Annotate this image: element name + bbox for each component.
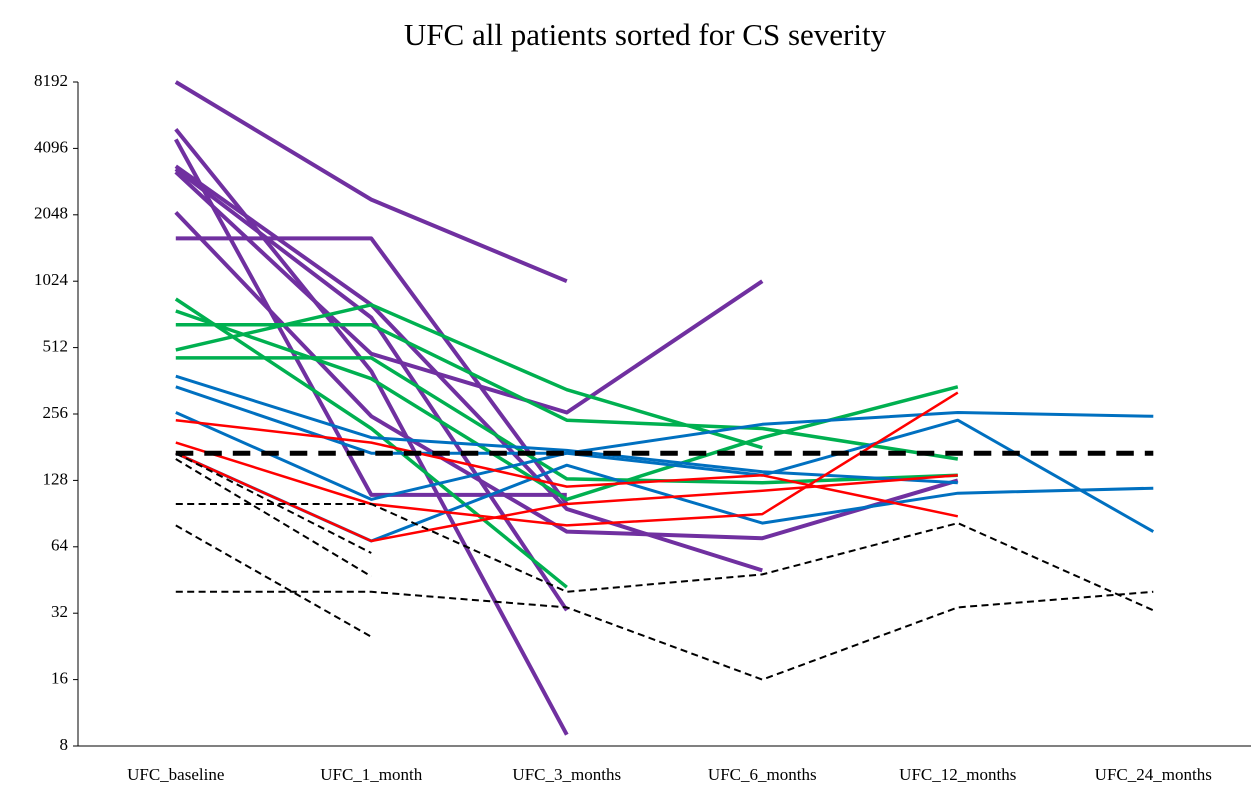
y-tick-label: 16	[51, 669, 68, 688]
series-line	[175, 452, 372, 554]
y-tick-label: 2048	[34, 204, 68, 223]
series-line	[174, 297, 568, 589]
series-line	[175, 458, 372, 578]
series-line	[175, 322, 959, 461]
series-line	[175, 418, 959, 518]
series-line	[174, 128, 569, 736]
x-tick-label: UFC_3_months	[512, 765, 621, 784]
y-tick-label: 512	[43, 337, 69, 356]
series-line	[175, 385, 1154, 455]
series-line	[175, 309, 959, 502]
y-tick-label: 8	[60, 735, 69, 754]
y-tick-label: 128	[43, 469, 69, 488]
series-line	[175, 236, 569, 506]
series-line	[174, 80, 568, 284]
series-line	[174, 170, 764, 415]
y-tick-label: 4096	[34, 137, 68, 156]
series-line	[174, 164, 763, 573]
series-line	[175, 374, 958, 485]
x-tick-label: UFC_24_months	[1095, 765, 1212, 784]
x-tick-label: UFC_12_months	[899, 765, 1016, 784]
series-line	[174, 167, 569, 612]
series-line	[175, 452, 958, 543]
chart-title: UFC all patients sorted for CS severity	[404, 17, 887, 52]
series-line	[175, 524, 372, 638]
series-line	[175, 590, 1154, 681]
y-tick-label: 64	[51, 536, 69, 555]
x-tick-label: UFC_6_months	[708, 765, 817, 784]
y-tick-label: 8192	[34, 71, 68, 90]
series-line	[175, 391, 959, 527]
series-line	[174, 211, 959, 541]
series-line	[175, 303, 763, 450]
y-tick-label: 1024	[34, 270, 69, 289]
x-tick-label: UFC_1_month	[320, 765, 423, 784]
x-tick-label: UFC_baseline	[127, 765, 224, 784]
y-tick-label: 256	[43, 403, 69, 422]
series-line	[175, 411, 1155, 533]
y-tick-label: 32	[51, 602, 68, 621]
series-line	[175, 503, 1154, 612]
